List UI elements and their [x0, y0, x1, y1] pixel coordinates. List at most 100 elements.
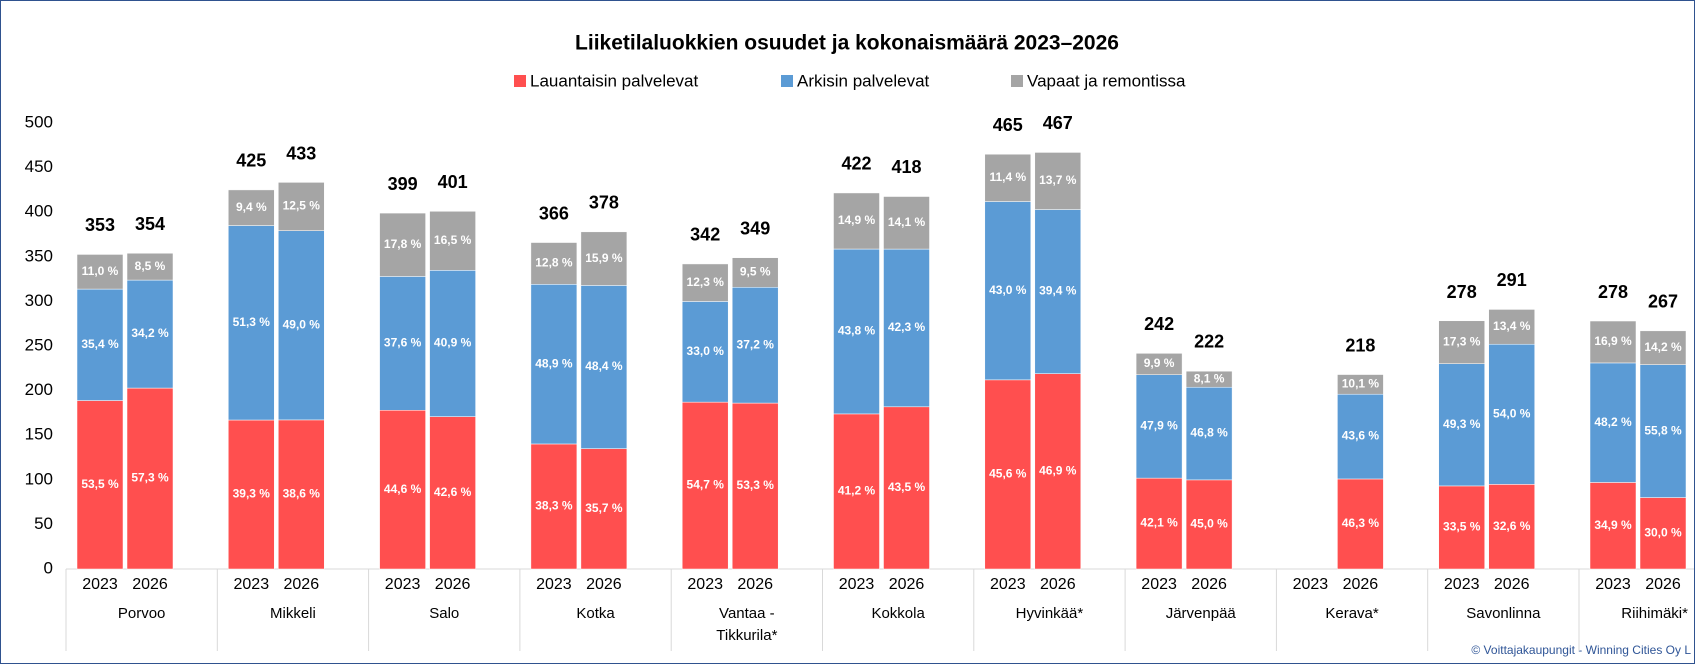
- x-tick-label: 2023: [990, 576, 1026, 593]
- y-tick-label: 300: [25, 291, 53, 310]
- segment-label: 14,9 %: [838, 213, 876, 227]
- bar-segment: [1034, 152, 1082, 210]
- bar-segment: [1185, 370, 1233, 388]
- segment-label: 33,5 %: [1443, 520, 1481, 534]
- x-tick-label: 2023: [536, 576, 572, 593]
- segment-label: 34,9 %: [1594, 518, 1632, 532]
- bar-segment: [1135, 353, 1183, 375]
- segment-label: 42,3 %: [888, 320, 926, 334]
- bar-segment: [1185, 479, 1233, 570]
- segment-label: 57,3 %: [131, 471, 169, 485]
- total-label: 218: [1345, 335, 1375, 355]
- group-label: Salo: [429, 605, 460, 622]
- bar-segment: [1135, 477, 1183, 570]
- bar-segment: [379, 276, 426, 411]
- bar-segment: [1438, 485, 1485, 570]
- group-label: Riihimäki*: [1621, 605, 1688, 622]
- segment-label: 17,3 %: [1443, 334, 1481, 348]
- bar-segment: [278, 182, 325, 231]
- bar-segment: [984, 201, 1032, 381]
- segment-label: 10,1 %: [1342, 377, 1380, 391]
- bar-segment: [429, 270, 476, 417]
- bar-segment: [1589, 362, 1637, 483]
- y-tick-label: 100: [25, 469, 53, 488]
- bar-segment: [681, 301, 729, 403]
- segment-label: 16,9 %: [1594, 334, 1632, 348]
- segment-label: 41,2 %: [838, 484, 876, 498]
- bar-segment: [580, 231, 628, 286]
- bar-segment: [833, 192, 880, 250]
- segment-label: 14,1 %: [888, 215, 926, 229]
- segment-label: 39,3 %: [233, 487, 271, 501]
- x-tick-label: 2026: [889, 576, 925, 593]
- legend-swatch: [781, 75, 793, 87]
- segment-label: 11,4 %: [989, 170, 1026, 184]
- legend-swatch: [514, 75, 526, 87]
- x-tick-label: 2026: [1645, 576, 1681, 593]
- bar-segment: [228, 225, 275, 421]
- group-label: Hyvinkää*: [1015, 605, 1084, 622]
- bar-segment: [731, 402, 779, 570]
- x-tick-label: 2023: [1444, 576, 1480, 593]
- bar-segment: [379, 410, 426, 570]
- total-label: 342: [690, 225, 720, 245]
- bar-segment: [1488, 309, 1535, 345]
- group-label: Kokkola: [871, 605, 925, 622]
- y-tick-label: 500: [25, 112, 53, 131]
- total-label: 354: [135, 214, 165, 234]
- total-label: 399: [388, 174, 418, 194]
- segment-label: 44,6 %: [384, 482, 422, 496]
- segment-label: 8,5 %: [135, 259, 166, 273]
- bar-segment: [126, 252, 174, 281]
- segment-label: 34,2 %: [131, 326, 169, 340]
- bar-segment: [883, 406, 930, 570]
- group-label: Mikkeli: [270, 605, 316, 622]
- segment-label: 12,8 %: [535, 256, 573, 270]
- bar-segment: [731, 257, 779, 288]
- segment-label: 9,9 %: [1144, 356, 1175, 370]
- bar-segment: [1337, 374, 1384, 395]
- total-label: 353: [85, 215, 115, 235]
- y-tick-label: 250: [25, 335, 53, 354]
- segment-label: 46,3 %: [1342, 516, 1380, 530]
- group-label: Kerava*: [1325, 605, 1379, 622]
- segment-label: 46,8 %: [1190, 426, 1228, 440]
- legend-swatch: [1011, 75, 1023, 87]
- segment-label: 49,0 %: [283, 317, 321, 331]
- segment-label: 54,0 %: [1493, 406, 1531, 420]
- bar-segment: [228, 419, 275, 570]
- y-tick-label: 200: [25, 380, 53, 399]
- segment-label: 42,6 %: [434, 485, 472, 499]
- bar-segment: [429, 211, 476, 271]
- segment-label: 54,7 %: [687, 478, 725, 492]
- chart-title: Liiketilaluokkien osuudet ja kokonaismää…: [575, 32, 1119, 55]
- segment-label: 39,4 %: [1039, 284, 1077, 298]
- segment-label: 42,1 %: [1140, 516, 1178, 530]
- segment-label: 12,3 %: [687, 275, 725, 289]
- total-label: 222: [1194, 332, 1224, 352]
- bar-segment: [1488, 343, 1535, 485]
- x-tick-label: 2026: [737, 576, 773, 593]
- segment-label: 48,2 %: [1594, 415, 1632, 429]
- bar-segment: [1337, 478, 1384, 570]
- y-tick-label: 50: [34, 514, 53, 533]
- source: © Voittajakaupungit - Winning Cities Oy …: [1471, 643, 1691, 657]
- bar-segment: [1337, 393, 1384, 480]
- y-tick-label: 150: [25, 425, 53, 444]
- x-tick-label: 2023: [1595, 576, 1631, 593]
- segment-label: 43,0 %: [989, 283, 1027, 297]
- bar-segment: [883, 196, 930, 250]
- bar-segment: [1034, 209, 1082, 374]
- bar-segment: [984, 379, 1032, 570]
- bar-segment: [1034, 373, 1082, 570]
- group-label: Savonlinna: [1466, 605, 1541, 622]
- total-label: 278: [1598, 282, 1628, 302]
- total-label: 278: [1447, 282, 1477, 302]
- bar-segment: [984, 153, 1032, 202]
- legend-label: Vapaat ja remontissa: [1027, 71, 1186, 90]
- x-tick-label: 2026: [1343, 576, 1379, 593]
- bar-segment: [1438, 363, 1485, 487]
- bar-segment: [278, 419, 325, 570]
